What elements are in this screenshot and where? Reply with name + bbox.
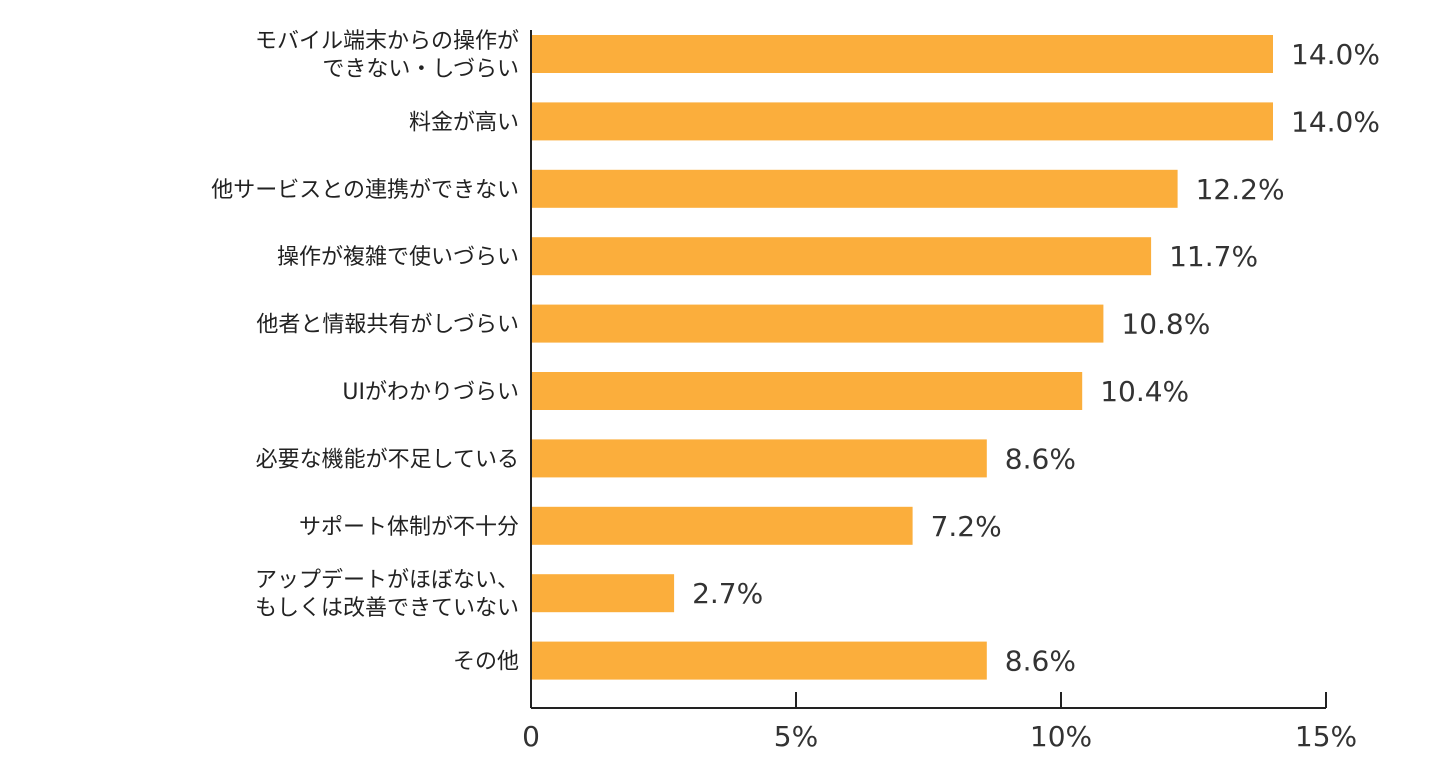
category-label-line: 他者と情報共有がしづらい xyxy=(256,313,519,338)
bar xyxy=(531,439,987,478)
value-label: 12.2% xyxy=(1196,173,1285,206)
category-label-line: サポート体制が不十分 xyxy=(299,515,519,540)
category-label-line: その他 xyxy=(453,650,519,675)
x-tick-label: 5% xyxy=(774,720,818,753)
category-label: アップデートがほぼない、もしくは改善できていない xyxy=(255,568,519,621)
bar xyxy=(531,304,1104,343)
bar xyxy=(531,641,987,680)
value-label: 10.4% xyxy=(1100,375,1189,408)
bar xyxy=(531,237,1152,276)
category-label: 必要な機能が不足している xyxy=(256,447,519,472)
value-label: 8.6% xyxy=(1005,442,1076,475)
bar xyxy=(531,102,1273,141)
value-label: 7.2% xyxy=(931,510,1002,543)
category-label: 操作が複雑で使いづらい xyxy=(277,245,519,270)
category-label-line: もしくは改善できていない xyxy=(255,596,519,621)
bar xyxy=(531,506,913,545)
bar xyxy=(531,35,1273,73)
axes-group: 0 5% 10% 15% xyxy=(522,30,1357,753)
category-label-line: 料金が高い xyxy=(409,110,519,135)
category-label-line: UIがわかりづらい xyxy=(342,380,519,405)
value-label: 8.6% xyxy=(1005,645,1076,678)
category-label: サポート体制が不十分 xyxy=(299,515,519,540)
value-labels-group: 14.0% 14.0% 12.2% 11.7% 10.8% 10.4% 8.6% 7.2% 2.… xyxy=(692,38,1380,678)
x-tick-label: 0 xyxy=(522,720,540,753)
category-label-line: 他サービスとの連携ができない xyxy=(211,178,519,203)
category-label-line: アップデートがほぼない、 xyxy=(255,568,519,593)
x-tick-label: 15% xyxy=(1295,720,1357,753)
value-label: 2.7% xyxy=(692,577,763,610)
category-labels-group: モバイル端末からの操作ができない・しづらい料金が高い他サービスとの連携ができない… xyxy=(211,29,519,675)
bars-group xyxy=(531,35,1273,680)
category-label: その他 xyxy=(453,650,519,675)
category-label: 他者と情報共有がしづらい xyxy=(256,313,519,338)
category-label: 料金が高い xyxy=(409,110,519,135)
bar xyxy=(531,574,675,613)
value-label: 14.0% xyxy=(1291,38,1380,71)
bar xyxy=(531,372,1083,410)
bar xyxy=(531,169,1178,208)
value-label: 10.8% xyxy=(1121,308,1210,341)
category-label-line: できない・しづらい xyxy=(322,57,519,82)
category-label: UIがわかりづらい xyxy=(342,380,519,405)
category-label-line: モバイル端末からの操作が xyxy=(255,29,519,54)
category-label: 他サービスとの連携ができない xyxy=(211,178,519,203)
x-tick-label: 10% xyxy=(1030,720,1092,753)
category-label-line: 必要な機能が不足している xyxy=(256,447,519,472)
value-label: 14.0% xyxy=(1291,105,1380,138)
category-label-line: 操作が複雑で使いづらい xyxy=(277,245,519,270)
category-label: モバイル端末からの操作ができない・しづらい xyxy=(255,29,519,82)
value-label: 11.7% xyxy=(1169,240,1258,273)
